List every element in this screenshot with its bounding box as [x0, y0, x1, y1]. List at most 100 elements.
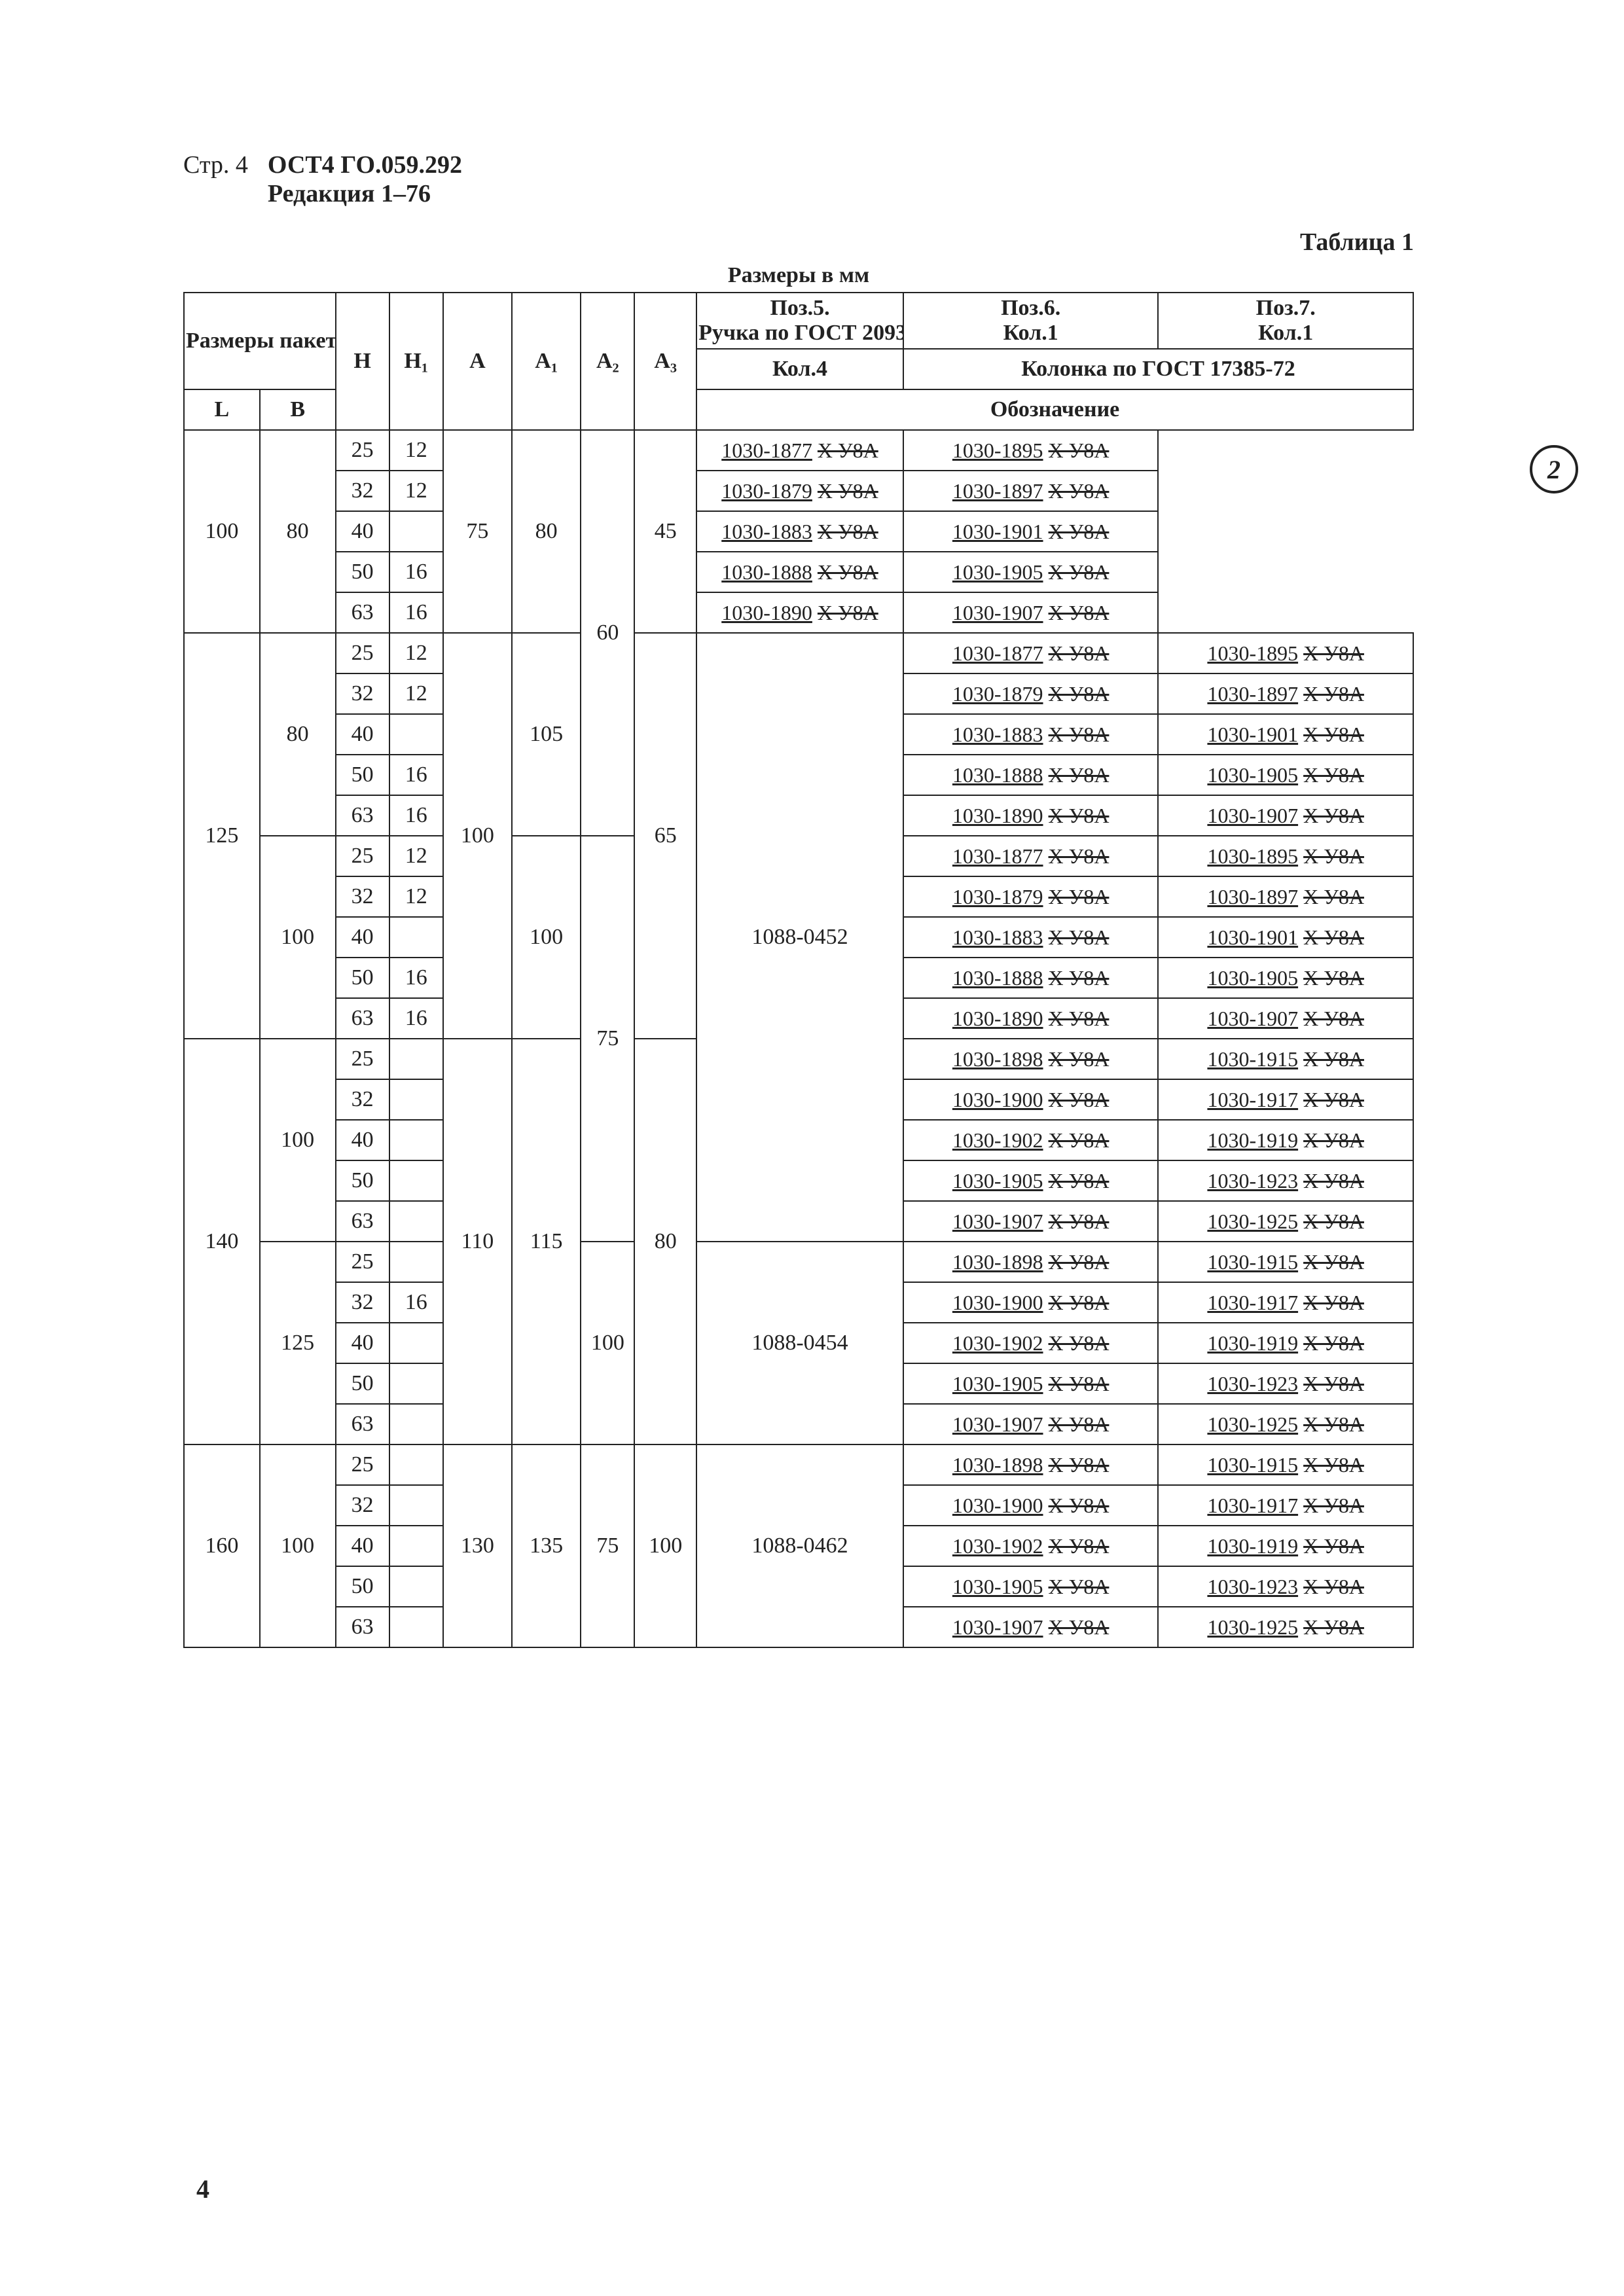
th-p5: Поз.5.Ручка по ГОСТ 20933-75.	[696, 293, 903, 349]
cell-h1	[389, 714, 443, 755]
designation-cell: 1030-1905 Х У8А	[903, 1566, 1158, 1607]
th-a2: A₂	[581, 293, 634, 430]
designation-cell: 1030-1925 Х У8А	[1158, 1404, 1413, 1444]
designation-cell: 1030-1890 Х У8А	[696, 592, 903, 633]
th-p6: Поз.6.Кол.1	[903, 293, 1158, 349]
cell-a2: 100	[581, 1242, 634, 1444]
cell-h: 32	[336, 1079, 389, 1120]
designation-cell: 1030-1890 Х У8А	[903, 795, 1158, 836]
cell-l: 160	[184, 1444, 260, 1647]
th-kol4: Кол.4	[696, 349, 903, 389]
cell-h: 25	[336, 633, 389, 673]
th-h: H	[336, 293, 389, 430]
cell-a2: 60	[581, 430, 634, 836]
cell-p5: 1088-0452	[696, 633, 903, 1242]
cell-h: 32	[336, 1485, 389, 1526]
designation-cell: 1030-1907 Х У8А	[1158, 998, 1413, 1039]
designation-cell: 1030-1898 Х У8А	[903, 1242, 1158, 1282]
table-label: Таблица 1	[183, 228, 1414, 257]
designation-cell: 1030-1923 Х У8А	[1158, 1566, 1413, 1607]
cell-a1: 80	[512, 430, 581, 633]
cell-h: 25	[336, 1444, 389, 1485]
cell-h1	[389, 917, 443, 958]
cell-h1	[389, 1039, 443, 1079]
designation-cell: 1030-1877 Х У8А	[903, 633, 1158, 673]
cell-h1: 16	[389, 755, 443, 795]
designation-cell: 1030-1917 Х У8А	[1158, 1485, 1413, 1526]
size-caption: Размеры в мм	[183, 263, 1414, 288]
designation-cell: 1030-1890 Х У8А	[903, 998, 1158, 1039]
cell-a2: 75	[581, 836, 634, 1242]
designation-cell: 1030-1915 Х У8А	[1158, 1242, 1413, 1282]
cell-h: 63	[336, 1201, 389, 1242]
page-corner: Стр. 4	[183, 151, 248, 179]
cell-h: 40	[336, 511, 389, 552]
cell-h: 63	[336, 592, 389, 633]
doc-line-1: ОСТ4 ГО.059.292	[268, 151, 462, 179]
cell-a3: 65	[634, 633, 696, 1039]
cell-h: 40	[336, 1323, 389, 1363]
designation-cell: 1030-1883 Х У8А	[903, 714, 1158, 755]
designation-cell: 1030-1901 Х У8А	[903, 511, 1158, 552]
designation-cell: 1030-1897 Х У8А	[1158, 673, 1413, 714]
table-row: 50161030-1888 Х У8А1030-1905 Х У8А	[184, 552, 1413, 592]
designation-cell: 1030-1902 Х У8А	[903, 1526, 1158, 1566]
cell-h1: 12	[389, 836, 443, 876]
cell-h1	[389, 1444, 443, 1485]
designation-cell: 1030-1923 Х У8А	[1158, 1363, 1413, 1404]
designation-cell: 1030-1901 Х У8А	[1158, 714, 1413, 755]
th-a3: A₃	[634, 293, 696, 430]
cell-h: 32	[336, 673, 389, 714]
cell-h1: 12	[389, 430, 443, 471]
table-row: 100802512758060451030-1877 Х У8А1030-189…	[184, 430, 1413, 471]
cell-h: 63	[336, 998, 389, 1039]
designation-cell: 1030-1919 Х У8А	[1158, 1526, 1413, 1566]
cell-h1	[389, 511, 443, 552]
cell-b: 125	[260, 1242, 336, 1444]
cell-h1	[389, 1607, 443, 1647]
cell-h: 40	[336, 1526, 389, 1566]
cell-h1	[389, 1201, 443, 1242]
designation-cell: 1030-1895 Х У8А	[1158, 836, 1413, 876]
cell-h1	[389, 1323, 443, 1363]
th-b: B	[260, 389, 336, 430]
cell-a: 110	[443, 1039, 512, 1444]
cell-l: 140	[184, 1039, 260, 1444]
designation-cell: 1030-1902 Х У8А	[903, 1323, 1158, 1363]
designation-cell: 1030-1905 Х У8А	[1158, 958, 1413, 998]
cell-a1: 135	[512, 1444, 581, 1647]
cell-h: 32	[336, 471, 389, 511]
cell-b: 80	[260, 633, 336, 836]
cell-a: 100	[443, 633, 512, 1039]
designation-cell: 1030-1879 Х У8А	[903, 673, 1158, 714]
designation-cell: 1030-1900 Х У8А	[903, 1079, 1158, 1120]
cell-l: 100	[184, 430, 260, 633]
cell-h: 25	[336, 1242, 389, 1282]
cell-h: 63	[336, 1607, 389, 1647]
designation-cell: 1030-1915 Х У8А	[1158, 1444, 1413, 1485]
cell-a1: 105	[512, 633, 581, 836]
designation-cell: 1030-1897 Х У8А	[903, 471, 1158, 511]
cell-h1	[389, 1160, 443, 1201]
cell-a: 75	[443, 430, 512, 633]
cell-a3: 45	[634, 430, 696, 633]
cell-h1: 12	[389, 633, 443, 673]
cell-b: 80	[260, 430, 336, 633]
designation-cell: 1030-1877 Х У8А	[903, 836, 1158, 876]
cell-h: 50	[336, 1160, 389, 1201]
cell-h1: 16	[389, 958, 443, 998]
doc-line-2: Редакция 1–76	[268, 179, 462, 208]
cell-h: 63	[336, 795, 389, 836]
cell-h: 50	[336, 1566, 389, 1607]
designation-cell: 1030-1901 Х У8А	[1158, 917, 1413, 958]
designation-cell: 1030-1925 Х У8А	[1158, 1201, 1413, 1242]
designation-cell: 1030-1898 Х У8А	[903, 1039, 1158, 1079]
cell-h1: 12	[389, 471, 443, 511]
cell-a2: 75	[581, 1444, 634, 1647]
page-number: 4	[196, 2174, 209, 2204]
designation-cell: 1030-1898 Х У8А	[903, 1444, 1158, 1485]
designation-cell: 1030-1907 Х У8А	[903, 592, 1158, 633]
cell-h1	[389, 1363, 443, 1404]
cell-h1: 16	[389, 998, 443, 1039]
cell-a: 130	[443, 1444, 512, 1647]
